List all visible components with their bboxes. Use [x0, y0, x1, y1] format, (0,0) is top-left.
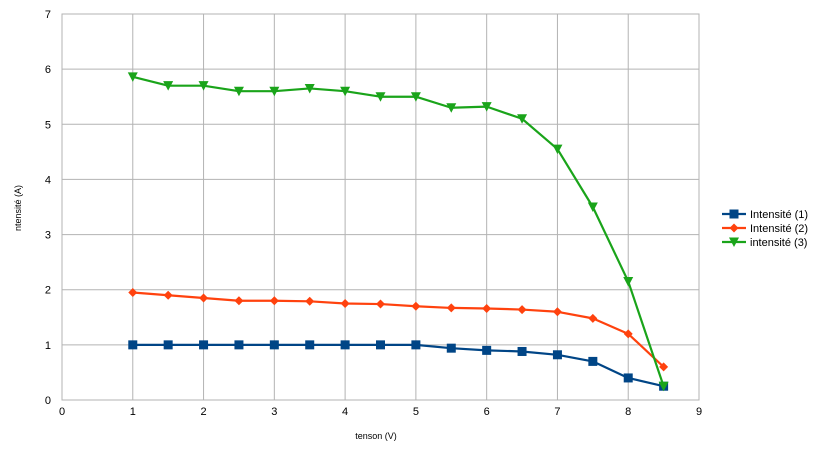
series-1-line: [132, 343, 664, 388]
series-1-point: [446, 343, 456, 353]
series-2-point: [411, 301, 421, 311]
series-3-point: [233, 86, 244, 97]
y-axis-label: ntensité (A): [13, 185, 23, 231]
legend-label: Intensité (2): [750, 223, 808, 235]
y-tick-label: 5: [45, 119, 51, 131]
legend-marker: [729, 223, 739, 233]
series-1-point: [269, 340, 279, 350]
series-1-point: [340, 340, 350, 350]
series-3-point: [340, 86, 351, 97]
series-1-point: [305, 340, 315, 350]
legend: Intensité (1) Intensité (2) intensité (3): [722, 209, 808, 249]
series-3-point: [127, 72, 138, 82]
series-2-point: [588, 313, 598, 323]
y-tick-label: 3: [45, 230, 51, 242]
x-tick-label: 3: [271, 406, 277, 418]
x-axis-ticks: 0 1 2 3 4 5 6 7 8 9: [59, 406, 702, 418]
y-tick-label: 7: [45, 9, 51, 21]
x-tick-label: 4: [342, 406, 348, 418]
plot-frame: [61, 13, 700, 401]
series-3: [127, 72, 669, 392]
x-tick-label: 9: [696, 406, 702, 418]
series-3-point: [375, 92, 386, 102]
series-1-point: [482, 345, 492, 355]
x-axis-label: tenson (V): [355, 431, 397, 441]
series-1: [128, 340, 669, 391]
series-1-point: [623, 373, 633, 383]
series-2-point: [659, 362, 669, 372]
series-1-point: [376, 340, 385, 350]
series-3-point: [658, 381, 669, 392]
x-tick-label: 8: [625, 406, 631, 418]
y-tick-label: 2: [45, 285, 51, 297]
legend-item-3: intensité (3): [722, 237, 807, 249]
legend-marker: [729, 209, 739, 219]
series-3-point: [304, 83, 315, 94]
series-2-point: [199, 293, 209, 303]
y-tick-label: 4: [45, 174, 51, 186]
legend-item-1: Intensité (1): [722, 209, 808, 221]
x-tick-label: 0: [59, 406, 65, 418]
series-3-point: [552, 144, 563, 155]
series-2-point: [623, 329, 633, 339]
series-3-point: [517, 114, 528, 124]
series-2-point: [340, 299, 350, 308]
series-2-point: [269, 296, 279, 306]
x-tick-label: 5: [413, 406, 419, 418]
x-tick-label: 2: [200, 406, 206, 418]
y-tick-label: 6: [45, 64, 51, 76]
legend-label: intensité (3): [750, 237, 807, 249]
x-tick-label: 6: [484, 406, 490, 418]
series-2-point: [517, 305, 527, 315]
y-tick-label: 0: [45, 395, 51, 407]
series-3-point: [481, 102, 492, 112]
series-1-point: [517, 346, 527, 356]
series-3-point: [163, 81, 174, 91]
series-2: [128, 287, 669, 372]
series-2-point: [446, 303, 456, 313]
y-axis-ticks: 0 1 2 3 4 5 6 7: [45, 9, 51, 407]
series-3-point: [410, 92, 421, 102]
series-3-line: [132, 75, 665, 387]
series-3-point: [623, 276, 634, 287]
series-layer: [127, 72, 669, 392]
x-tick-label: 1: [130, 406, 136, 418]
series-1-point: [128, 340, 138, 350]
plot-area: [61, 13, 700, 401]
y-tick-label: 1: [45, 340, 51, 352]
series-1-point: [411, 340, 421, 350]
legend-item-2: Intensité (2): [722, 223, 808, 235]
legend-marker: [729, 237, 739, 247]
series-2-point: [234, 296, 244, 306]
series-3-point: [587, 202, 598, 212]
series-1-point: [552, 350, 562, 360]
series-3-point: [446, 103, 457, 113]
series-1-point: [163, 340, 173, 350]
series-3-point: [269, 86, 280, 97]
series-1-point: [234, 340, 244, 350]
series-1-point: [199, 340, 209, 350]
series-3-point: [198, 81, 209, 91]
series-2-line: [132, 291, 665, 368]
series-2-point: [482, 303, 492, 313]
series-2-point: [552, 307, 562, 317]
series-2-point: [305, 296, 315, 306]
series-2-point: [163, 290, 173, 300]
x-tick-label: 7: [554, 406, 560, 418]
series-2-point: [376, 299, 385, 309]
series-1-point: [588, 356, 598, 366]
series-2-point: [128, 287, 138, 297]
legend-label: Intensité (1): [750, 209, 808, 221]
